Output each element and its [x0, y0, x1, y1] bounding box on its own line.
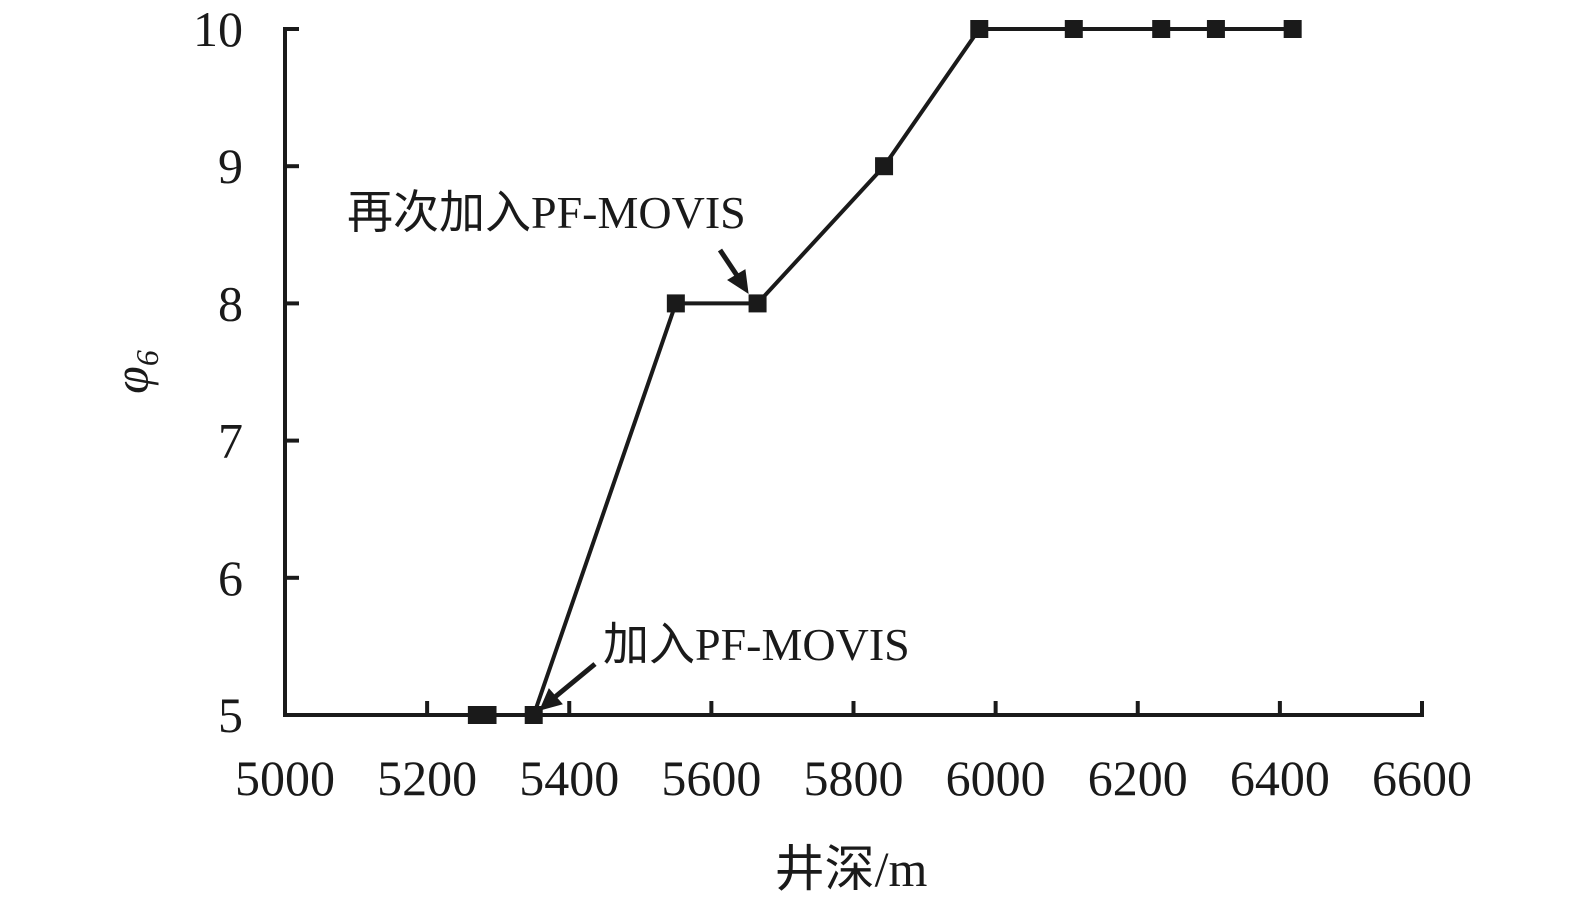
arrow-shaft — [553, 662, 597, 699]
marker — [748, 294, 767, 313]
arrow-head — [539, 688, 563, 711]
x-tick-label: 5000 — [235, 750, 335, 806]
x-tick-label: 6200 — [1088, 750, 1188, 806]
marker — [524, 706, 543, 724]
y-tick-label: 7 — [218, 413, 243, 469]
x-tick-label: 5200 — [377, 750, 477, 806]
y-tick-label: 9 — [218, 138, 243, 194]
marker — [875, 157, 894, 176]
arrow-shaft — [717, 248, 741, 279]
marker — [1206, 20, 1225, 38]
x-tick-label: 6000 — [946, 750, 1046, 806]
y-axis-label-subscript: 6 — [129, 350, 165, 366]
y-tick-label: 5 — [218, 687, 243, 743]
marker — [478, 706, 497, 724]
marker — [1152, 20, 1171, 38]
annotation-arrows — [539, 248, 749, 711]
y-axis-label: φ6 — [103, 350, 165, 394]
arrow-head — [727, 269, 749, 295]
x-tick-label: 5800 — [804, 750, 904, 806]
y-axis-label-symbol: φ — [103, 366, 159, 394]
x-tick-label: 6600 — [1372, 750, 1472, 806]
line — [476, 27, 1293, 717]
y-axis-label-group: φ6 — [103, 350, 165, 394]
y-tick-label: 10 — [193, 1, 243, 57]
annotation: 再次加入PF-MOVIS — [347, 187, 746, 238]
marker — [970, 20, 989, 38]
marker — [666, 294, 685, 313]
marker — [1283, 20, 1302, 38]
annotation: 加入PF-MOVIS — [603, 619, 910, 670]
x-tick-label: 5400 — [519, 750, 619, 806]
y-tick-label: 6 — [218, 550, 243, 606]
marker — [1064, 20, 1083, 38]
x-tick-label: 5600 — [661, 750, 761, 806]
y-tick-label: 8 — [218, 275, 243, 331]
x-tick-label: 6400 — [1230, 750, 1330, 806]
x-axis-label: 井深/m — [775, 841, 928, 897]
